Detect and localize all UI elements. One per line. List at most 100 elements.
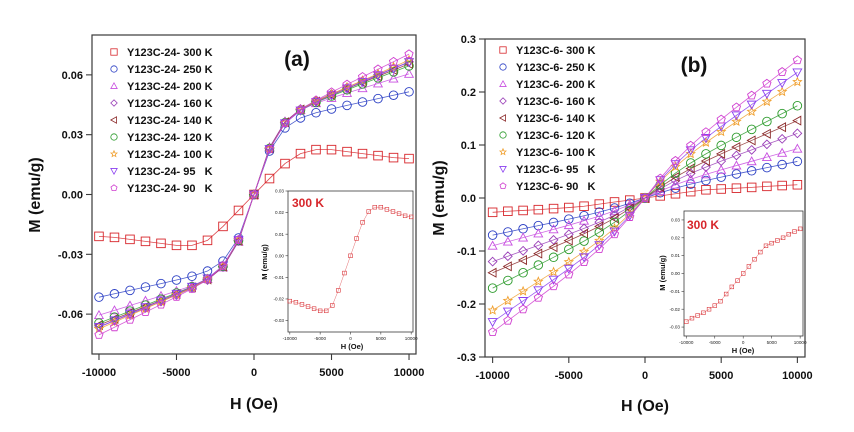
- data-point: [769, 240, 774, 246]
- data-point: [685, 168, 696, 179]
- data-point: [357, 72, 368, 81]
- data-point: [156, 299, 166, 309]
- data-point: [594, 210, 605, 221]
- data-point: [689, 315, 695, 321]
- data-point: [761, 96, 773, 107]
- legend-item: Y123C-6- 300 K: [499, 45, 596, 57]
- data-point: [746, 144, 757, 155]
- legend-label: Y123C-24- 100 K: [127, 149, 213, 161]
- data-point: [357, 148, 368, 159]
- panel-b: -10000 -5000 0 5000 10000 -0.3 -0.2 -0.1 0.0 0.1 0…: [431, 34, 813, 415]
- data-point: [578, 253, 590, 263]
- data-point: [388, 67, 399, 77]
- data-point: [639, 194, 651, 204]
- data-point: [792, 156, 803, 167]
- legend-item: Y123C-24- 160 K: [110, 98, 213, 110]
- data-point: [685, 146, 696, 156]
- data-point: [390, 209, 396, 214]
- legend-marker: [110, 168, 118, 176]
- data-point: [792, 76, 803, 87]
- data-point: [700, 169, 712, 179]
- plot-b-inset-x-tick-label: -5000: [709, 340, 721, 345]
- data-point: [533, 240, 544, 251]
- data-point: [487, 207, 498, 218]
- data-point: [762, 162, 772, 173]
- data-point: [792, 143, 803, 153]
- data-point: [700, 137, 712, 147]
- data-point: [701, 149, 711, 159]
- plot-b-y-tick-label: -0.2: [457, 299, 476, 311]
- data-point: [715, 148, 726, 159]
- data-point: [761, 151, 772, 161]
- data-point: [579, 223, 589, 234]
- data-point: [342, 79, 352, 89]
- data-point: [388, 90, 399, 100]
- data-point: [140, 236, 151, 247]
- plot-b-inset-y-tick-label: 0.00: [671, 271, 680, 276]
- data-point: [502, 307, 513, 317]
- plot-a-x-tick-label: -10000: [82, 367, 116, 379]
- data-point: [655, 173, 665, 183]
- data-point: [685, 186, 696, 197]
- plot-a-panel-label: (a): [284, 48, 310, 71]
- data-point: [685, 179, 696, 189]
- legend-item: Y123C-6- 90 K: [499, 181, 596, 193]
- data-point: [93, 309, 105, 320]
- data-point: [579, 257, 589, 267]
- data-point: [487, 267, 497, 278]
- data-point: [746, 135, 756, 146]
- series-line: [98, 53, 410, 336]
- data-point: [330, 303, 335, 308]
- data-point: [403, 58, 415, 68]
- data-point: [518, 232, 529, 242]
- plot-a-x-tick-label: 10000: [394, 367, 425, 379]
- plot-b-x-axis-title: H (Oe): [621, 398, 669, 415]
- data-point: [712, 303, 717, 308]
- data-point: [716, 164, 727, 174]
- data-point: [731, 142, 741, 153]
- data-point: [701, 175, 711, 186]
- data-point: [249, 189, 259, 199]
- legend-item: Y123C-24- 90 K: [110, 183, 213, 195]
- data-point: [564, 269, 574, 279]
- data-point: [409, 214, 414, 220]
- plot-b-y-axis-title: M (emu/g): [431, 160, 448, 236]
- data-point: [792, 115, 802, 126]
- data-point: [518, 205, 528, 216]
- data-point: [487, 304, 498, 315]
- legend-label: Y123C-24- 200 K: [127, 81, 213, 93]
- data-point: [311, 108, 321, 118]
- data-point: [125, 234, 135, 245]
- data-point: [155, 296, 167, 306]
- data-point: [746, 156, 757, 166]
- legend-marker: [499, 166, 507, 174]
- data-point: [685, 163, 695, 174]
- data-point: [792, 179, 803, 190]
- data-point: [670, 155, 681, 165]
- data-point: [372, 205, 377, 210]
- data-point: [360, 220, 365, 225]
- data-point: [299, 302, 305, 307]
- plot-a-x-axis-title: H (Oe): [230, 396, 278, 413]
- data-point: [487, 256, 498, 267]
- data-point: [564, 244, 574, 255]
- data-point: [792, 128, 803, 139]
- data-point: [729, 284, 735, 290]
- data-point: [518, 245, 529, 256]
- plot-a-inset-y-tick-label: 0.02: [275, 210, 284, 215]
- data-point: [373, 64, 383, 74]
- series-line: [492, 59, 798, 333]
- legend-label: Y123C-6- 100 K: [516, 147, 596, 159]
- data-point: [202, 235, 213, 246]
- data-point: [747, 90, 757, 100]
- plot-a-y-axis-title: M (emu/g): [27, 157, 44, 233]
- data-point: [372, 71, 384, 81]
- data-point: [125, 314, 135, 324]
- data-point: [518, 297, 529, 307]
- data-point: [233, 236, 244, 246]
- data-point: [503, 227, 513, 237]
- plot-a-y-tick-label: 0.00: [62, 190, 83, 202]
- legend-marker: [110, 99, 118, 107]
- data-point: [140, 303, 151, 313]
